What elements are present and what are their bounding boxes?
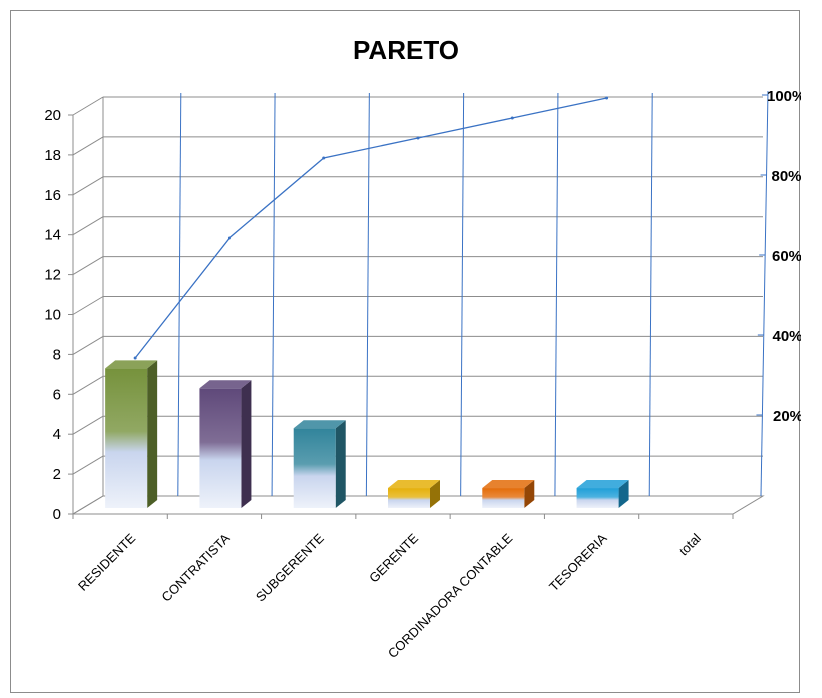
bar-side bbox=[430, 480, 440, 508]
bar-front bbox=[576, 488, 619, 508]
y2-tick-label: 40% bbox=[773, 328, 802, 345]
y-tick-label: 14 bbox=[44, 227, 61, 244]
bar-front bbox=[388, 488, 430, 508]
x-tick-label: RESIDENTE bbox=[75, 530, 138, 593]
bar-front bbox=[199, 388, 242, 508]
gridline-side bbox=[72, 296, 104, 315]
bar-top bbox=[388, 480, 440, 489]
bar-front bbox=[105, 368, 148, 508]
category-divider-line bbox=[177, 92, 182, 497]
chart-title: PARETO bbox=[353, 35, 459, 65]
bar-gerente bbox=[388, 480, 440, 508]
y-tick-label: 10 bbox=[44, 307, 61, 324]
bar-residente bbox=[105, 360, 158, 508]
cumulative-point bbox=[510, 116, 514, 120]
secondary-y-axis-line bbox=[760, 90, 769, 497]
category-divider-line bbox=[271, 92, 276, 497]
y-axis-ticks: 0 2 4 6 8 10 12 14 16 18 20 bbox=[44, 107, 61, 523]
gridline-side bbox=[72, 256, 104, 276]
bar-side bbox=[147, 360, 158, 508]
bar-side bbox=[241, 380, 252, 508]
y2-tick-label: 60% bbox=[772, 248, 801, 265]
axes bbox=[68, 114, 734, 519]
cumulative-point bbox=[133, 356, 137, 360]
bar-side bbox=[524, 480, 535, 508]
y-tick-label: 18 bbox=[44, 147, 61, 164]
cumulative-point bbox=[227, 236, 231, 240]
category-divider-line bbox=[365, 92, 370, 497]
category-divider-line bbox=[648, 92, 653, 497]
cumulative-percentage-line bbox=[134, 97, 607, 359]
bar-top bbox=[482, 480, 535, 489]
chart-area: PARETO 0 2 4 6 8 10 12 14 16 18 20 20% 40% 60% 80% 100… bbox=[10, 10, 801, 693]
bar-subgerente bbox=[293, 420, 346, 508]
cumulative-point bbox=[605, 96, 609, 100]
category-divider-lines bbox=[177, 90, 769, 497]
gridline-side bbox=[72, 495, 104, 515]
gridline-side bbox=[72, 455, 104, 475]
y-tick-label: 16 bbox=[44, 187, 61, 204]
cumulative-line bbox=[133, 96, 609, 360]
y-tick-label: 8 bbox=[53, 346, 61, 363]
x-tick-label: CONTRATISTA bbox=[158, 530, 232, 604]
cumulative-point bbox=[416, 136, 420, 140]
x-tick-label: GERENTE bbox=[366, 530, 421, 585]
y-tick-label: 12 bbox=[44, 267, 61, 284]
y2-tick-label: 80% bbox=[772, 168, 802, 185]
y-tick-label: 6 bbox=[53, 386, 61, 403]
pareto-chart: PARETO 0 2 4 6 8 10 12 14 16 18 20 20% 40% 60% 80% 100… bbox=[44, 35, 801, 661]
category-divider-line bbox=[554, 92, 559, 497]
bar-top bbox=[576, 480, 629, 489]
x-tick-label: SUBGERENTE bbox=[253, 530, 327, 604]
y2-tick-label: 20% bbox=[773, 408, 801, 425]
y-tick-label: 0 bbox=[53, 506, 61, 523]
bar-top bbox=[293, 420, 346, 429]
bar-tesoreria bbox=[576, 480, 629, 508]
bars bbox=[105, 360, 629, 508]
gridline-side bbox=[72, 96, 104, 116]
y2-tick-label: 100% bbox=[767, 88, 801, 105]
bar-front bbox=[482, 488, 525, 508]
gridline-side bbox=[72, 176, 104, 196]
cumulative-point bbox=[322, 156, 326, 160]
y-tick-label: 20 bbox=[44, 107, 61, 124]
bar-front bbox=[293, 428, 336, 508]
gridline-side bbox=[72, 415, 104, 435]
bar-side bbox=[335, 420, 346, 508]
gridline-side bbox=[72, 136, 104, 156]
bar-top bbox=[105, 360, 158, 369]
x-tick-label: total bbox=[676, 530, 704, 558]
x-axis-ticks: RESIDENTE CONTRATISTA SUBGERENTE GERENTECOR… bbox=[75, 530, 704, 661]
gridline-side bbox=[72, 335, 104, 355]
gridline-side bbox=[72, 216, 104, 236]
y-tick-label: 4 bbox=[53, 426, 61, 443]
bar-side bbox=[618, 480, 629, 508]
y-tick-label: 2 bbox=[53, 466, 61, 483]
bar-cordinadora-contable bbox=[482, 480, 535, 508]
bar-top bbox=[199, 380, 252, 389]
secondary-y-axis-ticks: 20% 40% 60% 80% 100% bbox=[756, 88, 801, 425]
x-tick-label: TESORERIA bbox=[546, 530, 610, 594]
gridline-side bbox=[72, 375, 104, 395]
category-divider-line bbox=[460, 92, 465, 497]
bar-contratista bbox=[199, 380, 252, 508]
